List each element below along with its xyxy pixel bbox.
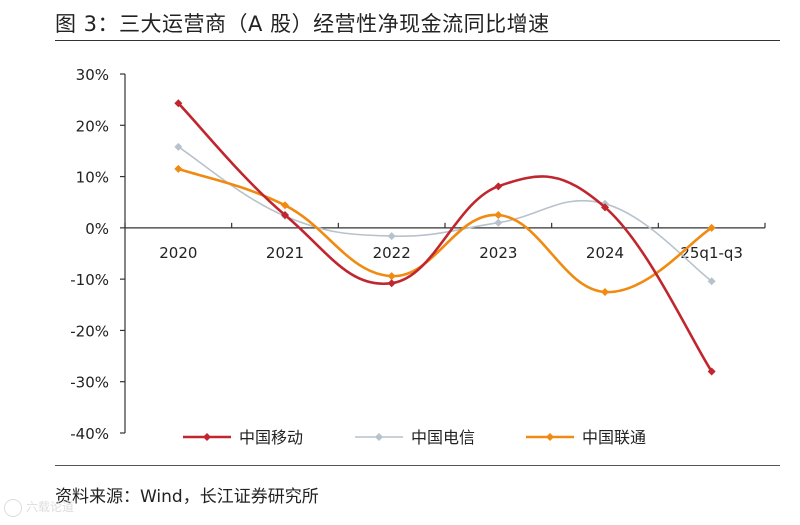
title-divider xyxy=(55,40,780,41)
series-1-point xyxy=(707,277,716,286)
series-0-point xyxy=(387,279,396,288)
series-2-point xyxy=(387,272,396,281)
series-lines xyxy=(174,99,716,376)
series-1-point xyxy=(387,232,396,241)
y-tick-label: -30% xyxy=(70,374,109,392)
series-1-point xyxy=(174,142,183,151)
x-tick-label: 2022 xyxy=(373,244,411,262)
axes: 30% 20% 10% 0% -10% -20% -30% -40% 2020 2021 2022 2… xyxy=(70,66,766,443)
series-0-point xyxy=(281,211,289,220)
series-1-point xyxy=(494,218,503,227)
y-tick-label: -10% xyxy=(70,271,109,289)
legend-marker xyxy=(375,433,383,441)
source-note: 资料来源：Wind，长江证券研究所 xyxy=(55,487,319,507)
series-2-line xyxy=(177,167,713,294)
watermark: 六载论道 xyxy=(4,498,74,517)
series-2-point xyxy=(707,223,716,232)
y-tick-label: 10% xyxy=(76,169,109,187)
series-2-point xyxy=(601,287,609,296)
x-tick-label: 2023 xyxy=(479,244,517,262)
series-0-point xyxy=(174,99,183,108)
y-tick-label: -20% xyxy=(70,322,109,340)
chart-title: 图 3：三大运营商（A 股）经营性净现金流同比增速 xyxy=(55,12,550,36)
series-2-point xyxy=(494,211,503,220)
x-tick-label: 2024 xyxy=(586,244,624,262)
series-2-point xyxy=(174,164,183,173)
series-0-point xyxy=(707,367,716,376)
watermark-logo-icon xyxy=(4,498,22,517)
legend-label: 中国联通 xyxy=(582,428,646,447)
legend-marker xyxy=(203,433,211,441)
source-divider xyxy=(55,465,780,466)
x-tick-label: 25q1-q3 xyxy=(680,244,743,262)
legend-label: 中国电信 xyxy=(411,428,475,447)
y-tick-label: 30% xyxy=(76,66,109,84)
series-0-line xyxy=(177,101,713,373)
legend-marker xyxy=(546,433,554,441)
series-0-point xyxy=(494,182,503,191)
series-1-line xyxy=(177,146,713,282)
y-tick-label: 20% xyxy=(76,117,109,135)
legend: 中国移动 中国电信 中国联通 xyxy=(183,428,646,447)
x-tick-label: 2020 xyxy=(159,244,197,262)
y-tick-label: -40% xyxy=(70,425,109,443)
series-0-point xyxy=(601,203,609,212)
watermark-text: 六载论道 xyxy=(26,500,75,514)
legend-label: 中国移动 xyxy=(239,428,303,447)
x-tick-label: 2021 xyxy=(266,244,304,262)
y-tick-label: 0% xyxy=(85,220,109,238)
series-2-point xyxy=(281,201,289,210)
